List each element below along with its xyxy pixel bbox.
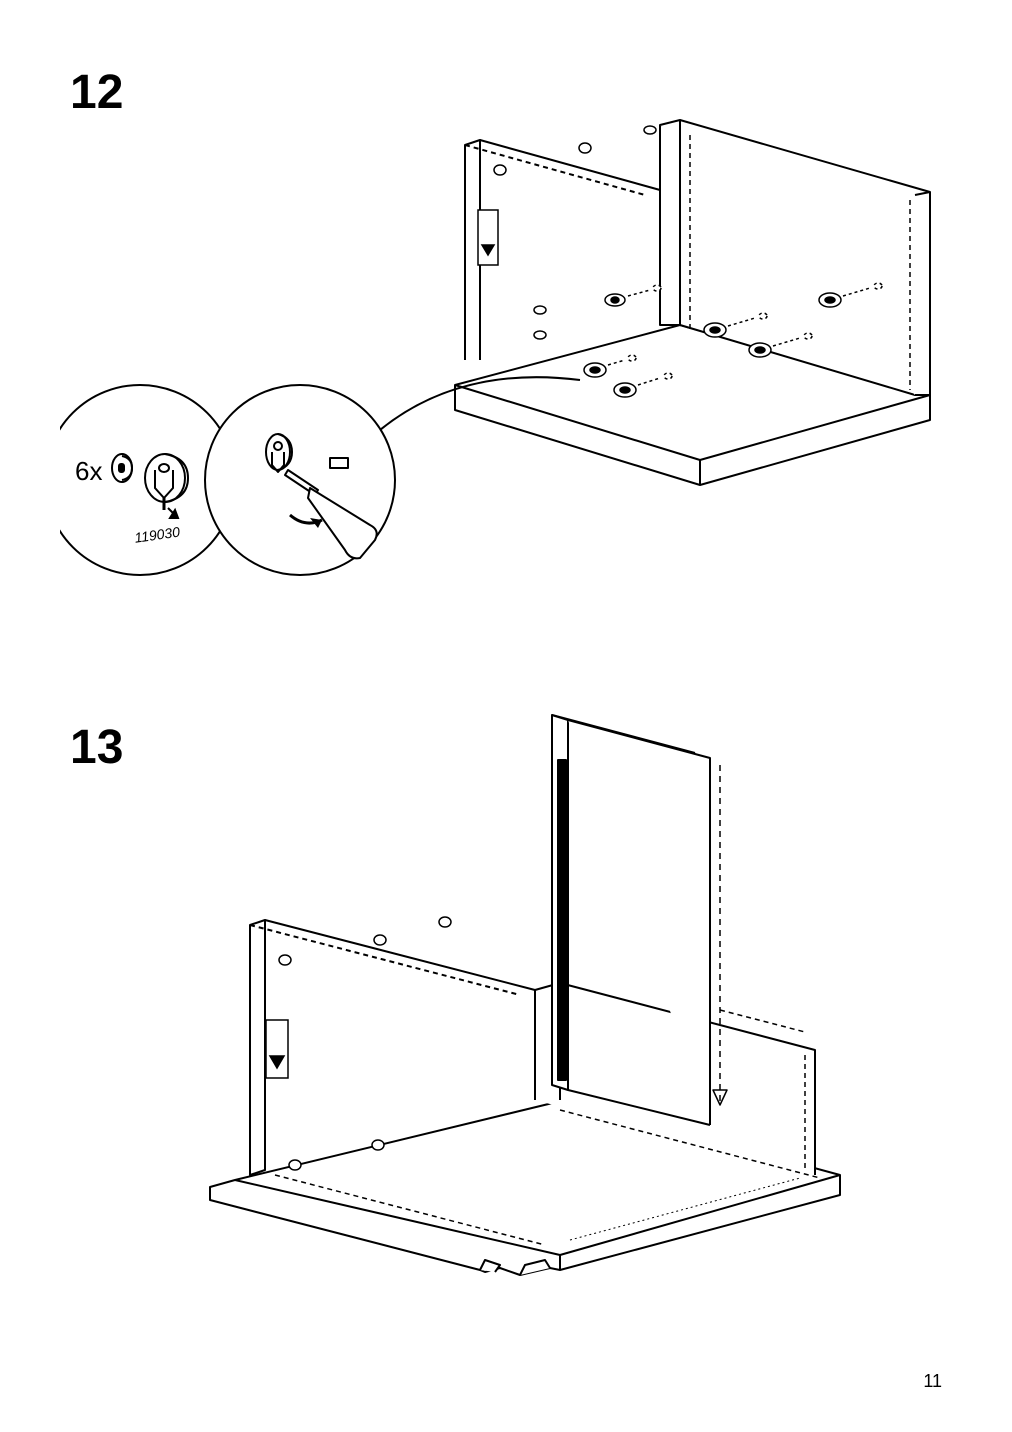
hardware-quantity: 6x	[75, 456, 102, 486]
page-number: 11	[923, 1371, 942, 1392]
step-12-diagram: 6x 119030	[60, 80, 940, 640]
step-13-label: 13	[70, 720, 123, 775]
instruction-page: 12	[0, 0, 1012, 1432]
step-13-diagram	[180, 700, 880, 1330]
